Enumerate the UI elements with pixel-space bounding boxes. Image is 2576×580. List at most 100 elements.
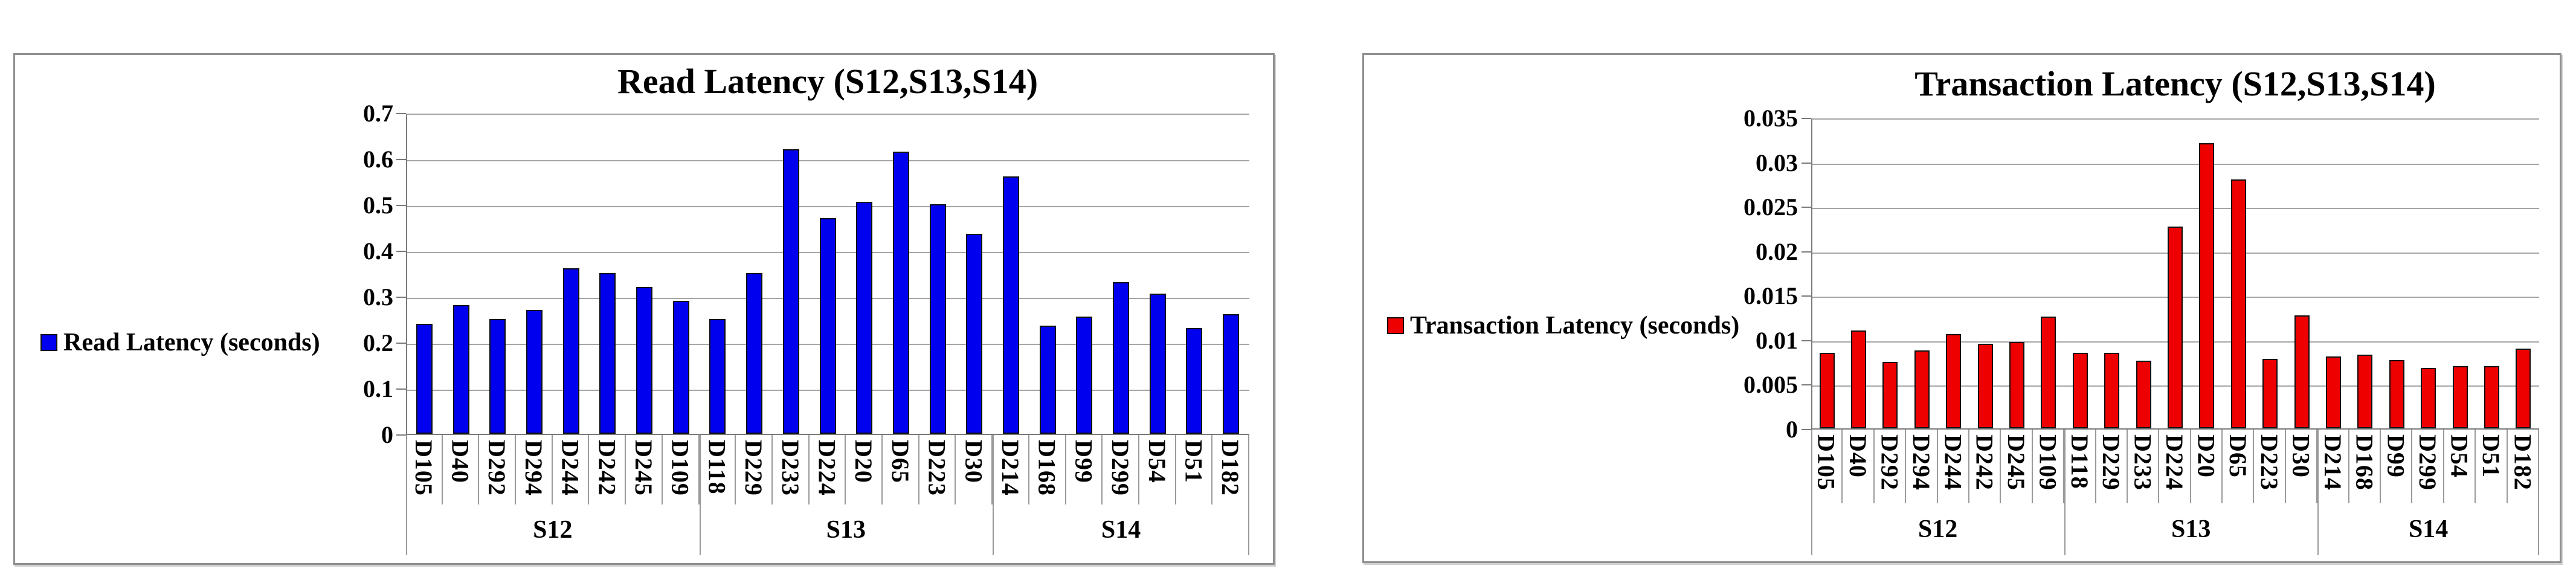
x-axis-label-cell: D229	[736, 435, 773, 504]
x-axis-label: D244	[556, 440, 584, 496]
y-axis-tick-label: 0.4	[363, 237, 393, 265]
y-axis-tick-label: 0.2	[363, 329, 393, 356]
x-axis-label: D233	[776, 440, 804, 496]
gridline	[1812, 163, 2539, 165]
transaction-latency-chart-panel: Transaction Latency (S12,S13,S14) Transa…	[1362, 53, 2562, 563]
plot-area	[406, 114, 1249, 435]
group-label-S13: S13	[2171, 515, 2211, 543]
group-label-S13: S13	[826, 516, 866, 544]
x-axis-label: D99	[1070, 440, 1098, 483]
x-axis-label: D214	[2319, 434, 2346, 491]
group-separator	[2317, 430, 2319, 555]
x-axis-label-cell: D294	[1906, 430, 1938, 503]
bar-D224	[820, 218, 836, 434]
x-axis-label: D245	[2003, 434, 2030, 491]
y-axis-tick	[1802, 162, 1811, 164]
group-separator	[2538, 430, 2539, 555]
bar-D294	[1914, 350, 1930, 428]
bar-D30	[966, 234, 982, 434]
bar-D109	[673, 301, 689, 434]
x-axis-label-cell: D20	[846, 435, 883, 504]
chart-title: Read Latency (S12,S13,S14)	[617, 62, 1038, 101]
x-axis-label-cell: D294	[516, 435, 553, 504]
bar-D292	[489, 319, 506, 434]
x-axis-label: D30	[2287, 434, 2315, 478]
bar-D224	[2168, 227, 2183, 428]
bar-D299	[1113, 282, 1129, 434]
y-axis-tick-label: 0.035	[1744, 105, 1798, 132]
x-axis-label-cell: D244	[1938, 430, 1969, 503]
x-axis-label-cell: D229	[2096, 430, 2128, 503]
bar-D54	[1150, 294, 1166, 434]
x-axis-label-cell: D223	[919, 435, 956, 504]
bar-D65	[893, 152, 909, 434]
y-axis-tick-label: 0.015	[1744, 282, 1798, 310]
gridline	[407, 206, 1249, 207]
bar-D182	[1223, 314, 1239, 434]
y-axis-tick-label: 0.01	[1756, 326, 1798, 354]
x-axis-label: D168	[1033, 440, 1061, 496]
y-axis-tick-label: 0.03	[1756, 149, 1798, 176]
group-label-S14: S14	[1101, 516, 1141, 544]
x-axis-label: D223	[2256, 434, 2284, 491]
bar-D118	[2073, 353, 2088, 428]
bar-D99	[1076, 317, 1092, 434]
y-axis-tick	[396, 159, 406, 160]
legend: Transaction Latency (seconds)	[1387, 311, 1739, 340]
x-axis-label-cell: D214	[993, 435, 1029, 504]
bar-D51	[1186, 328, 1202, 434]
y-axis-tick	[1802, 429, 1811, 430]
bar-D168	[2357, 355, 2372, 428]
x-axis-label-cell: D168	[1029, 435, 1066, 504]
y-axis-tick	[1802, 118, 1811, 119]
group-separator	[2064, 430, 2066, 555]
bar-D105	[1820, 353, 1835, 428]
x-axis-label-cell: D65	[2223, 430, 2255, 503]
bar-D168	[1040, 326, 1056, 434]
x-axis-label: D299	[1107, 440, 1135, 496]
x-axis-label-cell: D299	[2412, 430, 2444, 503]
bar-D242	[1978, 344, 1993, 428]
group-label-S14: S14	[2408, 515, 2449, 543]
y-axis-tick-label: 0.025	[1744, 193, 1798, 221]
bar-D30	[2294, 315, 2310, 428]
bar-D244	[1946, 334, 1961, 428]
legend-label: Transaction Latency (seconds)	[1410, 312, 1740, 340]
bar-D245	[2009, 342, 2024, 428]
group-separator	[699, 435, 701, 555]
group-separator	[1248, 435, 1249, 555]
x-axis-label-cell: D168	[2349, 430, 2381, 503]
x-axis-label: D233	[2129, 434, 2157, 491]
x-axis-label-cell: D292	[1875, 430, 1907, 503]
bar-D99	[2389, 360, 2404, 428]
x-axis-label: D40	[446, 440, 474, 483]
bar-D214	[1003, 176, 1019, 434]
gridline	[407, 160, 1249, 161]
y-axis-tick-label: 0.005	[1744, 371, 1798, 399]
bar-D51	[2484, 366, 2499, 428]
x-axis-label-cell: D182	[1212, 435, 1249, 504]
bar-D233	[783, 149, 799, 434]
bar-D118	[709, 319, 726, 434]
x-axis-label-cell: D20	[2191, 430, 2223, 503]
x-axis-label-cell: D118	[2064, 430, 2096, 503]
y-axis-tick-label: 0	[381, 421, 393, 448]
y-axis-tick	[396, 343, 406, 344]
x-axis-label: D229	[2098, 434, 2125, 491]
x-axis-label-cell: D118	[700, 435, 736, 504]
bar-D299	[2421, 368, 2436, 428]
x-axis-label: D292	[1876, 434, 1904, 491]
x-axis-label: D214	[996, 440, 1024, 496]
x-axis-label: D182	[2509, 434, 2537, 491]
x-axis-label-cell: D233	[773, 435, 810, 504]
y-axis-tick	[396, 251, 406, 252]
x-axis-label-cell: D51	[1176, 435, 1213, 504]
y-axis-tick-label: 0.7	[363, 100, 393, 127]
x-axis-label: D51	[2477, 434, 2505, 478]
x-axis-label: D168	[2351, 434, 2378, 491]
y-axis-tick-label: 0.6	[363, 146, 393, 173]
bar-D214	[2326, 356, 2341, 428]
x-axis-label-cell: D40	[1843, 430, 1875, 503]
group-label-S12: S12	[533, 516, 573, 544]
